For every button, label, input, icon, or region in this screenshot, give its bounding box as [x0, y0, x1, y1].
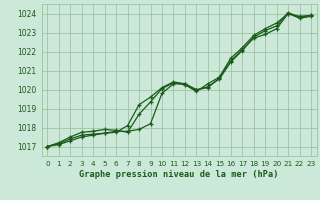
X-axis label: Graphe pression niveau de la mer (hPa): Graphe pression niveau de la mer (hPa) — [79, 170, 279, 179]
